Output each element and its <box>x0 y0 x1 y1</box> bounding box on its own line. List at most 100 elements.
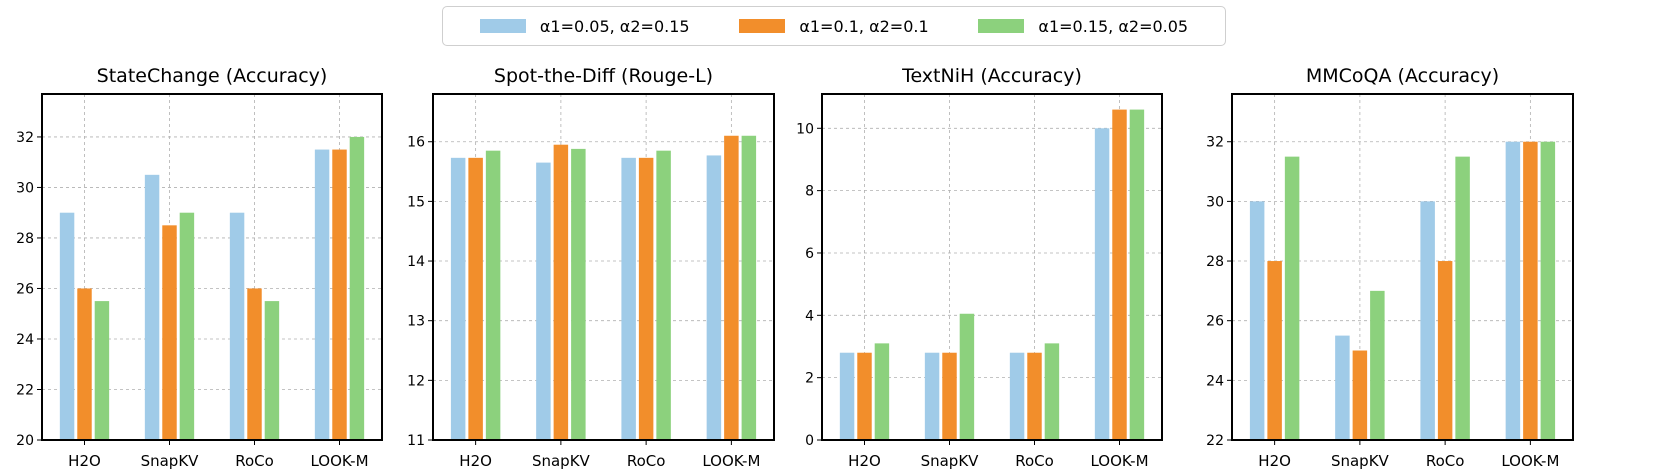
legend-label: α1=0.15, α2=0.05 <box>1038 16 1189 36</box>
bar-h2o-series-2 <box>468 157 483 440</box>
bar-look-m-series-2 <box>332 149 347 440</box>
y-tick-label: 32 <box>1206 135 1224 151</box>
bar-snapkv-series-2 <box>1352 350 1368 440</box>
x-tick-label: H2O <box>68 452 101 470</box>
y-tick-label: 30 <box>16 180 34 196</box>
legend-swatch <box>739 19 786 33</box>
bar-h2o-series-1 <box>1249 201 1265 440</box>
bar-roco-series-3 <box>1455 156 1470 440</box>
x-tick-label: LOOK-M <box>1090 452 1148 470</box>
bar-snapkv-series-3 <box>571 148 586 440</box>
y-tick-label: 16 <box>407 135 425 151</box>
bar-h2o-series-3 <box>485 150 501 440</box>
chart-2: 11 12 13 14 15 16 H2O SnapKV RoCo LOOK-M Spot-the-… <box>407 65 775 470</box>
chart-3: 0 2 4 6 8 10 H2O SnapKV RoCo LOOK-M TextNiH (Accur… <box>796 65 1163 470</box>
bar-look-m-series-1 <box>706 155 722 440</box>
y-tick-label: 11 <box>407 433 425 449</box>
bar-roco-series-1 <box>229 212 245 440</box>
bar-look-m-series-3 <box>1129 109 1145 441</box>
y-tick-label: 28 <box>1206 254 1224 270</box>
bar-h2o-series-1 <box>59 212 75 440</box>
y-tick-label: 22 <box>16 382 34 398</box>
y-tick-label: 28 <box>16 231 34 247</box>
bar-look-m-series-1 <box>314 149 330 440</box>
x-tick-label: RoCo <box>627 452 666 470</box>
bar-h2o-series-2 <box>1267 261 1282 440</box>
y-tick-label: 8 <box>805 184 814 200</box>
bar-h2o-series-1 <box>450 157 466 440</box>
bar-roco-series-3 <box>1044 343 1060 440</box>
bar-look-m-series-2 <box>1523 141 1538 441</box>
bar-look-m-series-3 <box>741 135 757 441</box>
chart-4: 22 24 26 28 30 32 H2O SnapKV RoCo LOOK-M MMCoQA (A… <box>1206 65 1574 470</box>
bar-h2o-series-2 <box>77 288 92 440</box>
x-tick-label: LOOK-M <box>702 452 760 470</box>
y-tick-label: 15 <box>407 194 425 210</box>
bar-roco-series-2 <box>1027 352 1042 440</box>
bar-snapkv-series-2 <box>553 144 569 440</box>
bar-roco-series-3 <box>656 150 671 440</box>
bar-look-m-series-3 <box>1540 141 1556 441</box>
legend-item: α1=0.05, α2=0.15 <box>479 16 690 36</box>
bar-snapkv-series-3 <box>1370 290 1385 440</box>
legend-swatch <box>978 19 1025 33</box>
bar-h2o-series-2 <box>857 352 872 440</box>
x-tick-label: RoCo <box>1426 452 1465 470</box>
bar-snapkv-series-1 <box>1335 335 1350 440</box>
bar-h2o-series-3 <box>94 301 110 440</box>
x-tick-label: H2O <box>848 452 881 470</box>
bar-roco-series-1 <box>1420 201 1435 440</box>
x-tick-label: LOOK-M <box>310 452 368 470</box>
y-tick-label: 14 <box>407 254 425 270</box>
bar-look-m-series-2 <box>724 135 739 441</box>
y-tick-label: 4 <box>805 308 814 324</box>
bar-look-m-series-1 <box>1505 141 1521 441</box>
bar-roco-series-2 <box>638 157 654 440</box>
bar-snapkv-series-3 <box>959 313 975 440</box>
y-tick-label: 2 <box>805 371 814 387</box>
y-tick-label: 32 <box>16 130 34 146</box>
bar-roco-series-1 <box>621 157 636 440</box>
plot-frame <box>432 93 775 441</box>
y-tick-label: 26 <box>16 281 34 297</box>
x-tick-label: SnapKV <box>532 452 591 470</box>
y-tick-label: 24 <box>16 332 34 348</box>
x-tick-label: H2O <box>1258 452 1291 470</box>
legend: α1=0.05, α2=0.15 α1=0.1, α2=0.1 α1=0.15, α… <box>442 6 1226 46</box>
legend-label: α1=0.1, α2=0.1 <box>799 16 929 36</box>
bar-snapkv-series-2 <box>162 225 177 440</box>
bar-roco-series-3 <box>264 301 280 440</box>
x-tick-label: H2O <box>459 452 492 470</box>
legend-label: α1=0.05, α2=0.15 <box>539 16 690 36</box>
bar-snapkv-series-1 <box>536 162 551 440</box>
chart-1: 20 22 24 26 28 30 32 H2O SnapKV RoCo LOOK-M StateCh… <box>16 65 383 470</box>
y-tick-label: 13 <box>407 314 425 330</box>
y-tick-label: 6 <box>805 246 814 262</box>
bar-roco-series-1 <box>1009 352 1025 440</box>
legend-item: α1=0.15, α2=0.05 <box>978 17 1188 36</box>
x-tick-label: SnapKV <box>141 452 200 470</box>
x-tick-label: RoCo <box>235 452 274 470</box>
bar-snapkv-series-1 <box>924 352 940 440</box>
chart-title: StateChange (Accuracy) <box>97 65 328 87</box>
plot-frame <box>41 93 383 441</box>
bar-look-m-series-3 <box>349 136 365 440</box>
x-tick-label: SnapKV <box>1331 452 1390 470</box>
plot-frame <box>1231 93 1574 441</box>
y-tick-label: 20 <box>16 433 34 449</box>
chart-title: MMCoQA (Accuracy) <box>1306 65 1499 87</box>
y-tick-label: 10 <box>796 121 814 137</box>
x-tick-label: SnapKV <box>921 452 980 470</box>
bar-look-m-series-2 <box>1112 109 1127 441</box>
bar-h2o-series-3 <box>874 343 890 440</box>
bar-look-m-series-1 <box>1094 128 1110 441</box>
bar-snapkv-series-3 <box>179 212 195 440</box>
y-tick-label: 0 <box>805 433 814 449</box>
y-tick-label: 30 <box>1206 194 1224 210</box>
plot-frame <box>821 93 1163 441</box>
bar-roco-series-2 <box>247 288 262 440</box>
x-tick-label: RoCo <box>1015 452 1054 470</box>
legend-swatch <box>479 19 526 33</box>
bar-snapkv-series-1 <box>144 174 160 441</box>
